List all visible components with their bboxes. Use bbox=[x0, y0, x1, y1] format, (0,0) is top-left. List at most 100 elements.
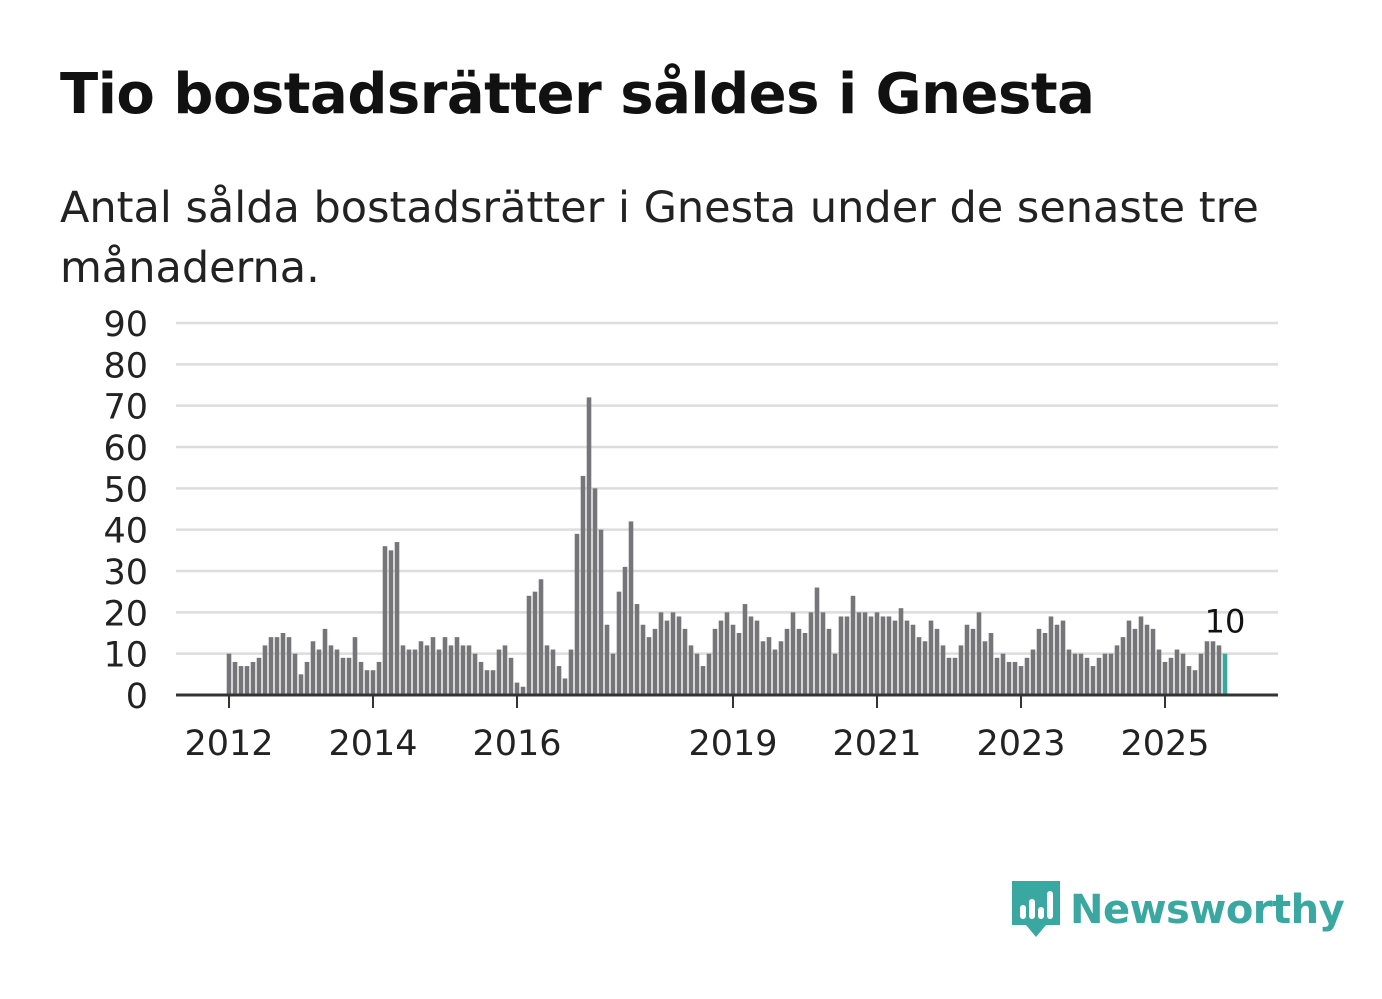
bar bbox=[250, 661, 256, 695]
x-axis: 2012 2014 2016 2019 2021 2023 2025 bbox=[176, 693, 1278, 764]
y-tick-label: 90 bbox=[103, 305, 148, 345]
bar bbox=[1048, 616, 1054, 695]
bar bbox=[1018, 666, 1024, 695]
bar bbox=[1054, 624, 1060, 695]
bar bbox=[346, 657, 352, 695]
bar bbox=[580, 475, 586, 695]
bar bbox=[262, 645, 268, 695]
bar bbox=[928, 620, 934, 695]
bar bbox=[862, 612, 868, 695]
chart-title: Tio bostadsrätter såldes i Gnesta bbox=[60, 62, 1095, 127]
bar bbox=[766, 637, 772, 695]
bar bbox=[856, 612, 862, 695]
bar bbox=[358, 661, 364, 695]
bar bbox=[520, 686, 526, 695]
highlighted-bar bbox=[1222, 653, 1228, 695]
bar bbox=[718, 620, 724, 695]
bar bbox=[244, 666, 250, 695]
bar bbox=[406, 649, 412, 695]
bar bbox=[1108, 653, 1114, 695]
bar bbox=[1174, 649, 1180, 695]
bar bbox=[1192, 670, 1198, 695]
bar bbox=[514, 682, 520, 695]
bar bbox=[574, 533, 580, 695]
bar bbox=[382, 546, 388, 695]
bar bbox=[1090, 666, 1096, 695]
chart-subtitle: Antal sålda bostadsrätter i Gnesta under… bbox=[60, 183, 1259, 293]
bar bbox=[634, 604, 640, 695]
bar bbox=[730, 624, 736, 695]
x-tick-label: 2012 bbox=[184, 724, 273, 764]
bar bbox=[1180, 653, 1186, 695]
bar bbox=[640, 624, 646, 695]
bar bbox=[778, 641, 784, 695]
bar bbox=[442, 637, 448, 695]
x-tick-label: 2014 bbox=[328, 724, 417, 764]
bar bbox=[1132, 628, 1138, 695]
annotations: 10 bbox=[1205, 603, 1246, 641]
bar bbox=[394, 542, 400, 695]
bar bbox=[1060, 620, 1066, 695]
bar bbox=[958, 645, 964, 695]
bar bbox=[328, 645, 334, 695]
bar bbox=[844, 616, 850, 695]
bar bbox=[910, 624, 916, 695]
bar bbox=[316, 649, 322, 695]
y-tick-label: 20 bbox=[103, 594, 148, 634]
bar bbox=[232, 661, 238, 695]
bar bbox=[712, 628, 718, 695]
bar bbox=[322, 628, 328, 695]
x-tick-label: 2023 bbox=[976, 724, 1065, 764]
bar bbox=[688, 645, 694, 695]
bar bbox=[376, 661, 382, 695]
bar bbox=[280, 633, 286, 695]
bar bbox=[334, 649, 340, 695]
bar bbox=[256, 657, 262, 695]
bar bbox=[904, 620, 910, 695]
bar bbox=[538, 579, 544, 695]
bar bbox=[826, 628, 832, 695]
bar bbox=[832, 653, 838, 695]
bar bbox=[628, 521, 634, 695]
bar bbox=[454, 637, 460, 695]
bar bbox=[646, 637, 652, 695]
y-tick-label: 50 bbox=[103, 470, 148, 510]
bar bbox=[562, 678, 568, 695]
bar bbox=[820, 612, 826, 695]
bar bbox=[946, 657, 952, 695]
bar bbox=[748, 616, 754, 695]
bar bbox=[1030, 649, 1036, 695]
bar bbox=[310, 641, 316, 695]
bar bbox=[436, 649, 442, 695]
bar bbox=[1096, 657, 1102, 695]
y-tick-label: 80 bbox=[103, 346, 148, 386]
bar bbox=[1162, 661, 1168, 695]
bar bbox=[466, 645, 472, 695]
bar bbox=[790, 612, 796, 695]
bar bbox=[550, 649, 556, 695]
bar bbox=[1144, 624, 1150, 695]
bar bbox=[412, 649, 418, 695]
bar bbox=[754, 620, 760, 695]
bar bbox=[298, 674, 304, 695]
y-tick-label: 10 bbox=[103, 636, 148, 676]
bar bbox=[976, 612, 982, 695]
bar bbox=[496, 649, 502, 695]
bar bbox=[556, 666, 562, 695]
bar bbox=[700, 666, 706, 695]
bar bbox=[676, 616, 682, 695]
bar bbox=[1186, 666, 1192, 695]
bar bbox=[610, 653, 616, 695]
bar bbox=[592, 488, 598, 695]
bar bbox=[796, 628, 802, 695]
bar bbox=[400, 645, 406, 695]
bar bbox=[1000, 653, 1006, 695]
bar bbox=[268, 637, 274, 695]
bar bbox=[886, 616, 892, 695]
bar bbox=[472, 653, 478, 695]
data-label: 10 bbox=[1205, 603, 1246, 641]
bar bbox=[1204, 641, 1210, 695]
bar bbox=[526, 595, 532, 695]
bar bbox=[598, 529, 604, 695]
bar bbox=[286, 637, 292, 695]
